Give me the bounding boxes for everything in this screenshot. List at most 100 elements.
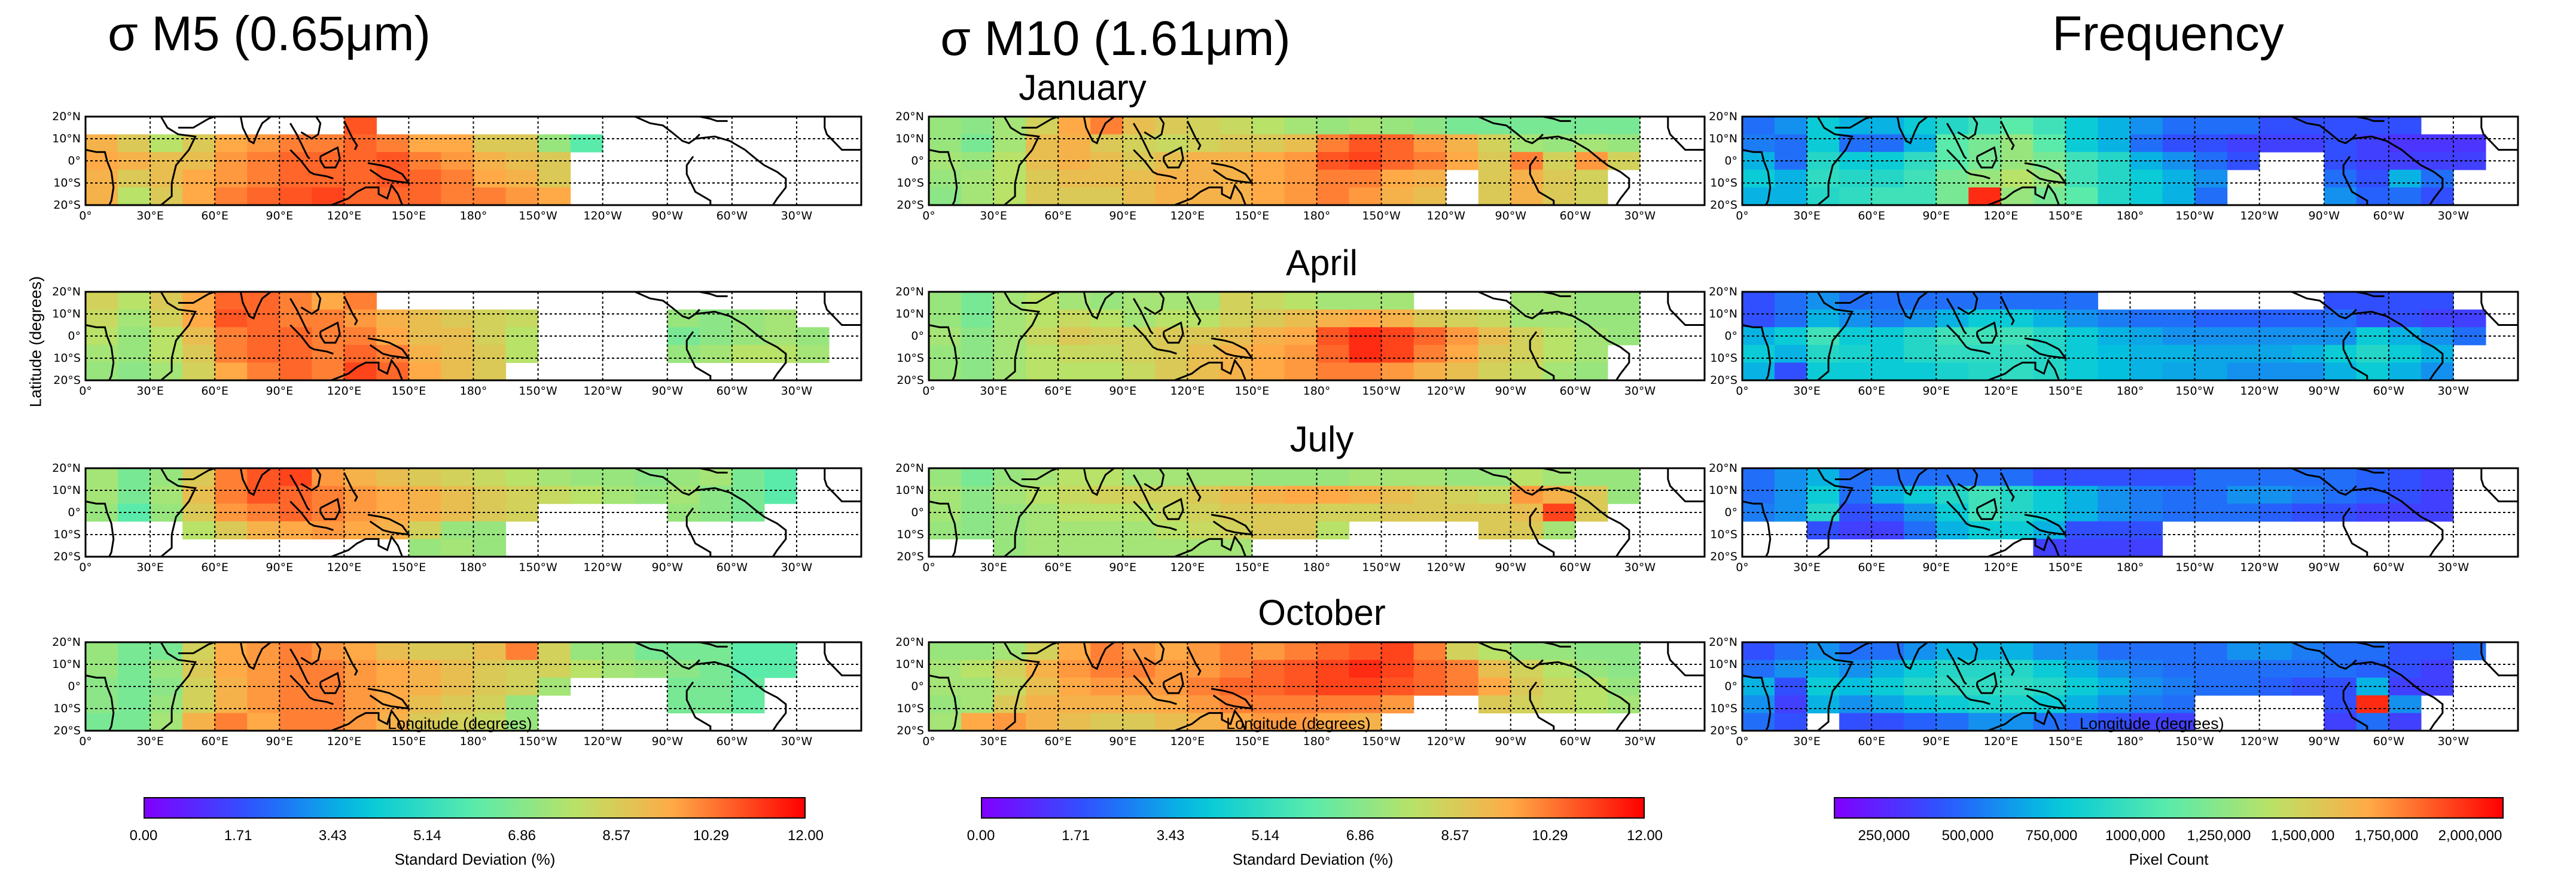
lon-tick-label: 90°W [1495, 209, 1527, 222]
coastline [699, 467, 728, 474]
coastline [2356, 115, 2385, 122]
month-title-april: April [1285, 243, 1358, 283]
heatmap-cell [376, 695, 410, 713]
heatmap-cell [1381, 468, 1414, 487]
coastline [1133, 474, 1154, 511]
heatmap-cell [2098, 660, 2131, 678]
heatmap-cell [215, 309, 248, 328]
heatmap-cell [215, 362, 248, 381]
lat-tick-label: 10°S [1710, 702, 1737, 715]
coastline [2291, 291, 2357, 320]
lon-tick-label: 0° [79, 209, 92, 222]
coastline [1667, 468, 1705, 502]
heatmap-cell [2162, 362, 2196, 381]
heatmap-cell [1316, 660, 1350, 678]
heatmap-cell [667, 695, 700, 713]
heatmap-cell [1742, 486, 1775, 504]
heatmap-cell [1775, 117, 1807, 135]
heatmap-cell [473, 660, 507, 678]
heatmap-cell [2065, 309, 2099, 328]
heatmap-cell [441, 642, 474, 661]
heatmap-cell [2098, 187, 2131, 206]
heatmap-cell [1058, 187, 1091, 206]
heatmap-cell [2259, 117, 2293, 135]
coastline [300, 642, 322, 666]
heatmap-cell [2033, 521, 2066, 539]
heatmap-cell [1220, 695, 1253, 713]
lon-tick-label: 90°E [1922, 384, 1950, 398]
heatmap-cell [1936, 660, 1969, 678]
coastline [1174, 358, 1246, 382]
heatmap-cell [1155, 642, 1188, 661]
lon-tick-label: 30°E [980, 384, 1007, 398]
heatmap-cell [408, 642, 442, 661]
lon-tick-label: 180° [1303, 735, 1331, 748]
heatmap-cell [2065, 695, 2099, 713]
colorbar-frequency [1834, 797, 2504, 819]
heatmap-cell [699, 468, 733, 487]
heatmap-cell [1090, 169, 1123, 188]
heatmap-cell [1968, 660, 2001, 678]
heatmap-cell [993, 134, 1026, 152]
heatmap-cell [150, 362, 183, 381]
heatmap-cell [1381, 486, 1414, 504]
heatmap-cell [2098, 134, 2131, 152]
coastline [1834, 641, 1872, 654]
coastline [178, 115, 215, 129]
heatmap-cell [1058, 695, 1091, 713]
heatmap-cell [667, 486, 700, 504]
heatmap-cell [1904, 521, 1937, 539]
heatmap-cell [1904, 117, 1937, 135]
lon-tick-label: 60°W [1560, 384, 1592, 398]
coastline [1186, 646, 1202, 676]
coastline [699, 641, 728, 648]
lat-tick-label: 0° [1724, 506, 1737, 519]
lat-tick-label: 0° [911, 680, 924, 693]
heatmap-cell [1775, 169, 1807, 188]
heatmap-cell [441, 486, 474, 504]
heatmap-cell [1123, 695, 1156, 713]
coastline [1538, 135, 1630, 206]
heatmap-cell [279, 362, 312, 381]
heatmap-cell [1446, 362, 1479, 381]
heatmap-cell [1123, 486, 1156, 504]
heatmap-cell [1510, 134, 1544, 152]
heatmap-cell [215, 134, 248, 152]
heatmap-cell [2388, 660, 2422, 678]
heatmap-cell [993, 660, 1026, 678]
coastline [1976, 498, 1998, 520]
heatmap-cell [279, 309, 312, 328]
heatmap-cell [2356, 169, 2389, 188]
coastline [1211, 337, 1254, 359]
heatmap-cell [2453, 134, 2486, 152]
heatmap-cell [376, 486, 410, 504]
heatmap-cell [1284, 362, 1318, 381]
heatmap-cell [118, 660, 151, 678]
heatmap-cell [2324, 642, 2357, 661]
heatmap-cell [441, 344, 474, 363]
coastline [2024, 514, 2068, 536]
heatmap-cell [408, 539, 442, 557]
heatmap-cell [1871, 521, 1904, 539]
coastline [928, 675, 958, 731]
lat-tick-label: 10°S [53, 176, 81, 190]
heatmap-cell [1058, 521, 1091, 539]
heatmap-cell [441, 134, 474, 152]
heatmap-cell [2420, 169, 2454, 188]
coastline [1083, 291, 1115, 320]
heatmap-cell [1839, 169, 1872, 188]
heatmap-cell [2324, 695, 2357, 713]
heatmap-cell [1381, 642, 1414, 661]
lon-tick-label: 180° [460, 561, 487, 574]
heatmap-cell [2291, 660, 2325, 678]
heatmap-cell [1936, 486, 1969, 504]
heatmap-cell [961, 362, 994, 381]
heatmap-cell [2324, 117, 2357, 135]
coastline [1999, 472, 2015, 502]
heatmap-cell [376, 169, 410, 188]
heatmap-cell [1775, 309, 1807, 328]
heatmap-cell [2130, 695, 2163, 713]
heatmap-cell [2356, 695, 2389, 713]
coastline [2480, 292, 2518, 326]
heatmap-cell [1936, 187, 1969, 206]
